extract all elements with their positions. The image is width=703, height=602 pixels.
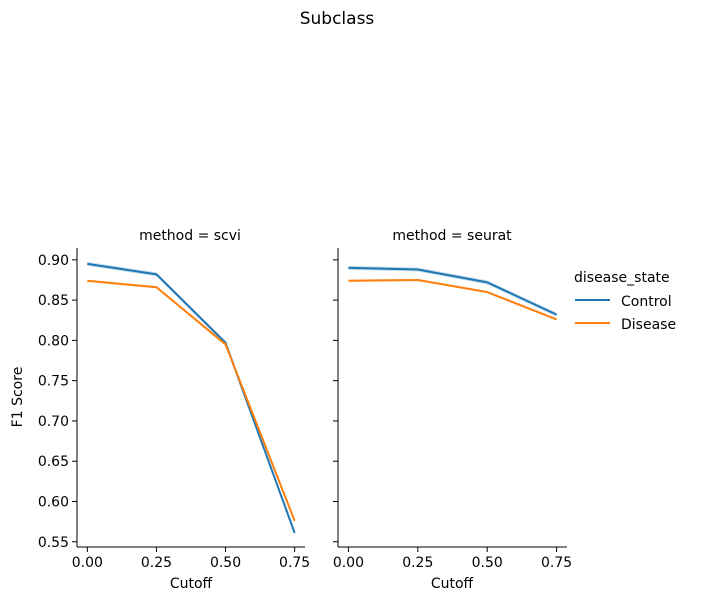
x-axis-label-seurat: Cutoff	[431, 576, 474, 592]
x-tick-label-scvi-3: 0.75	[279, 555, 310, 571]
series-line-scvi-control	[87, 262, 296, 534]
x-tick-label-seurat-1: 0.25	[402, 555, 433, 571]
y-axis-label: F1 Score	[10, 367, 26, 428]
legend-title: disease_state	[574, 270, 670, 286]
panel-seurat: method = seurat 0.00 0.25 0.50 0.75 Cutoff	[333, 228, 572, 592]
ci-band-seurat-disease	[348, 278, 557, 321]
x-tick-label-scvi-0: 0.00	[72, 555, 103, 571]
series-line-scvi-disease	[87, 279, 296, 522]
x-tick-label-seurat-0: 0.00	[333, 555, 364, 571]
x-axis-label-scvi: Cutoff	[170, 576, 213, 592]
y-tick-label-0: 0.55	[38, 535, 69, 551]
y-tick-label-4: 0.75	[38, 374, 69, 390]
figure-title: Subclass	[300, 9, 375, 29]
legend: disease_state Control Disease	[574, 270, 676, 333]
y-tick-label-7: 0.90	[38, 253, 69, 269]
x-tick-label-scvi-2: 0.50	[210, 555, 241, 571]
y-tick-label-1: 0.60	[38, 494, 69, 510]
panel-scvi: method = scvi 0.00 0.25 0.50 0.75 0.55 0.60 0…	[38, 228, 310, 592]
legend-label-disease: Disease	[621, 317, 676, 333]
y-tick-label-2: 0.65	[38, 454, 69, 470]
ci-band-seurat-control	[348, 265, 557, 317]
x-tick-label-seurat-3: 0.75	[541, 555, 572, 571]
y-tick-label-3: 0.70	[38, 414, 69, 430]
series-line-seurat-control	[348, 266, 558, 316]
y-tick-label-6: 0.85	[38, 293, 69, 309]
series-line-seurat-disease	[348, 278, 557, 321]
panel-title-seurat: method = seurat	[392, 228, 512, 244]
x-tick-label-scvi-1: 0.25	[141, 555, 172, 571]
panel-title-scvi: method = scvi	[139, 228, 241, 244]
x-tick-label-seurat-2: 0.50	[472, 555, 503, 571]
legend-label-control: Control	[621, 294, 672, 310]
y-tick-label-5: 0.80	[38, 333, 69, 349]
ci-band-scvi-control	[87, 261, 295, 535]
